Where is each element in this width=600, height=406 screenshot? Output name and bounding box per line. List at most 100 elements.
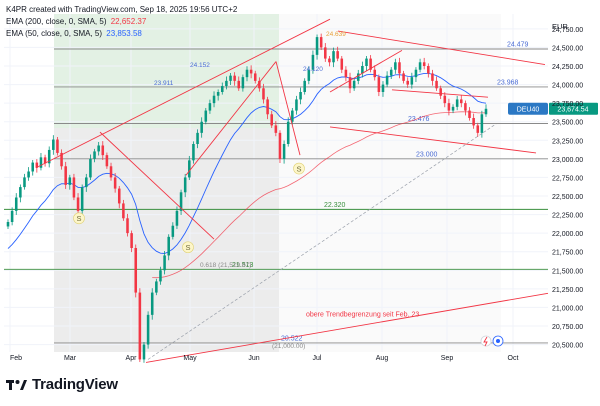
candle-body (455, 99, 459, 107)
candle-body (72, 177, 76, 198)
trend-line (391, 89, 489, 98)
candle-body (93, 151, 96, 159)
fib-level-label: 0.618 (21,519.87) (200, 262, 251, 269)
candle-body (262, 88, 265, 100)
candle-body (484, 108, 488, 115)
candle-body (183, 177, 187, 193)
candle-body (229, 75, 232, 81)
candle-body (31, 162, 35, 172)
candle-body (286, 121, 290, 144)
candle-body (52, 139, 55, 150)
candle-body (159, 270, 162, 282)
candle-body (328, 58, 331, 63)
candles (6, 33, 488, 363)
x-axis: Feb Mar Apr May Jun Jul Aug Sep Oct (10, 355, 518, 362)
trend-line (145, 292, 549, 363)
candle-body (291, 110, 294, 122)
annotations: 24.639 24.152 23.911 24.120 0.618 (21,519.87… (73, 31, 598, 350)
s-marker-label: S (76, 214, 81, 223)
candle-body (472, 118, 475, 126)
candle-body (480, 114, 484, 133)
candle-body (60, 152, 63, 167)
level-label: 23.476 (408, 116, 430, 123)
x-tick-label: May (183, 355, 197, 362)
candle-body (64, 166, 67, 185)
s-marker-circle[interactable] (182, 241, 194, 254)
ema200-legend[interactable]: EMA (200, close, 0, SMA, 5) 22,652.37 (6, 17, 146, 26)
s-marker-circle[interactable] (293, 162, 305, 175)
s-marker-circle[interactable] (73, 212, 85, 225)
candle-body (109, 166, 113, 178)
gray-highlight-zone (54, 128, 279, 352)
trend-annotation-text: obere Trendbegrenzung seit Feb. 23 (306, 311, 419, 318)
candle-body (35, 162, 39, 168)
trend-line (185, 61, 277, 176)
candle-body (216, 92, 220, 96)
candle-body (10, 210, 14, 222)
candle-body (19, 187, 22, 198)
x-tick-label: Jun (248, 355, 259, 362)
indicator-lines (7, 72, 487, 279)
candle-body (406, 80, 409, 85)
candle-body (6, 222, 10, 227)
tradingview-footer[interactable]: TradingView (6, 374, 118, 394)
candle-body (56, 139, 59, 153)
candle-body (138, 292, 142, 360)
candle-body (85, 177, 88, 188)
trend-line (329, 126, 537, 154)
y-tick-label: 22,000.00 (552, 231, 583, 238)
level-label: 20.522 (281, 335, 303, 342)
candle-body (307, 69, 311, 81)
candle-body (356, 73, 360, 81)
candle-body (266, 99, 269, 115)
candle-body (126, 218, 129, 234)
trend-line (337, 30, 546, 65)
y-tick-label: 22,250.00 (552, 213, 583, 220)
y-tick-label: 20,500.00 (552, 343, 583, 350)
trend-line (329, 50, 403, 93)
price-annotation: 24.152 (190, 62, 210, 69)
candle-body (258, 80, 261, 89)
trend-line (99, 131, 215, 240)
candle-body (105, 155, 109, 167)
candle-body (122, 203, 125, 219)
candle-body (373, 69, 377, 78)
candle-body (402, 73, 405, 81)
candle-body (439, 88, 442, 96)
candle-body (414, 69, 418, 78)
y-axis: 24,750.00 24,500.00 24,250.00 24,000.00 23,7… (552, 22, 583, 350)
x-tick-label: Sep (441, 355, 454, 362)
candle-body (97, 145, 100, 152)
candle-body (212, 95, 216, 104)
candle-body (196, 132, 199, 144)
candle-body (233, 75, 236, 81)
candle-body (332, 51, 335, 63)
candle-body (324, 47, 327, 59)
y-tick-label: 21,750.00 (552, 250, 583, 257)
candle-body (336, 51, 339, 59)
candle-body (192, 144, 195, 161)
candle-body (447, 103, 451, 111)
candle-body (398, 62, 401, 74)
s-marker-label: S (296, 164, 301, 173)
y-tick-label: 22,750.00 (552, 175, 583, 182)
y-tick-label: 20,750.00 (552, 324, 583, 331)
ema50-legend[interactable]: EMA (50, close, 0, SMA, 5) 23,853.58 (6, 29, 142, 38)
candle-body (422, 62, 426, 66)
candle-body (365, 58, 368, 66)
symbol-badge-text: DEU40 (517, 107, 540, 114)
created-by-line: K4PR created with TradingView.com, Sep 1… (6, 5, 237, 14)
ema50-label: EMA (50, close, 0, SMA, 5) (6, 29, 103, 38)
candle-body (150, 292, 154, 315)
x-tick-label: Mar (64, 355, 77, 362)
candle-body (299, 92, 302, 100)
candle-body (47, 149, 51, 164)
candle-body (394, 62, 397, 70)
trend-line (275, 61, 301, 156)
candle-body (348, 77, 352, 89)
flash-icon[interactable] (480, 335, 492, 347)
x-tick-label: Feb (10, 355, 22, 362)
green-highlight-zone (54, 14, 279, 128)
